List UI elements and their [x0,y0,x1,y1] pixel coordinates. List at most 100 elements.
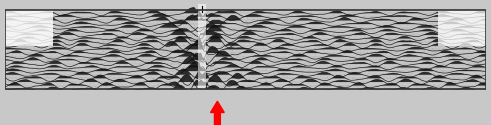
Point [230,79,238,81]
Point [205,29,213,31]
Point [359,15,367,17]
Point [432,12,439,14]
Point [163,51,170,53]
Point [168,10,176,12]
Point [279,57,287,59]
Point [305,14,313,16]
Point [149,77,157,79]
Point [58,43,66,45]
Point [255,75,263,77]
Point [404,28,412,30]
Point [86,24,94,26]
Point [414,73,422,75]
Point [458,25,465,27]
Point [30,47,38,49]
Point [93,54,101,56]
Point [35,12,43,14]
Point [455,56,463,58]
Point [433,64,441,66]
Point [273,54,281,56]
Point [238,62,246,64]
Point [106,42,114,44]
Point [16,81,24,83]
Point [338,32,346,34]
Point [118,43,126,45]
Point [149,12,157,14]
Point [30,50,38,52]
Point [298,74,306,76]
Point [397,12,405,14]
Point [221,63,229,65]
Point [323,65,330,67]
Point [66,84,74,86]
Point [377,67,385,69]
Point [136,12,144,14]
Point [273,24,281,26]
Point [441,72,449,74]
Point [293,43,300,45]
Point [463,40,471,42]
Point [449,72,457,74]
Point [66,38,74,40]
Point [417,68,425,70]
Point [272,46,280,48]
Point [249,43,257,45]
Point [145,73,153,75]
Point [328,60,336,62]
Point [96,34,104,36]
Point [454,83,462,85]
Point [8,25,16,27]
Point [87,28,95,30]
Point [449,58,457,60]
Point [107,79,115,81]
Point [297,55,304,57]
Point [336,78,344,80]
Point [401,75,409,77]
Point [473,70,481,72]
Point [305,68,313,70]
Point [173,33,181,35]
Point [339,76,347,78]
Point [286,29,294,31]
Point [433,27,440,29]
Point [110,56,118,58]
Point [411,30,419,32]
Point [471,14,479,16]
Point [251,13,259,15]
Point [232,34,240,36]
Point [177,68,185,70]
Point [305,16,313,18]
Point [215,13,223,15]
Point [10,69,18,71]
Point [152,40,160,42]
Point [267,22,275,24]
Point [388,28,396,30]
Point [343,61,351,63]
Point [120,49,128,51]
Point [348,38,355,40]
Point [109,58,116,60]
Point [475,73,483,75]
Point [3,39,11,41]
Point [175,41,183,43]
Point [421,27,429,29]
Point [373,85,381,87]
Point [190,63,198,65]
Point [479,78,487,80]
Point [465,50,473,52]
Point [209,27,217,29]
Point [309,21,317,23]
Point [54,38,61,40]
Point [278,79,286,81]
Point [23,71,31,73]
Point [251,86,259,87]
Point [346,66,354,68]
Point [22,63,30,65]
Point [105,13,112,15]
Point [81,74,88,76]
Point [471,29,479,31]
Point [261,80,269,82]
Point [99,55,107,57]
Point [393,61,401,63]
Point [120,10,128,12]
